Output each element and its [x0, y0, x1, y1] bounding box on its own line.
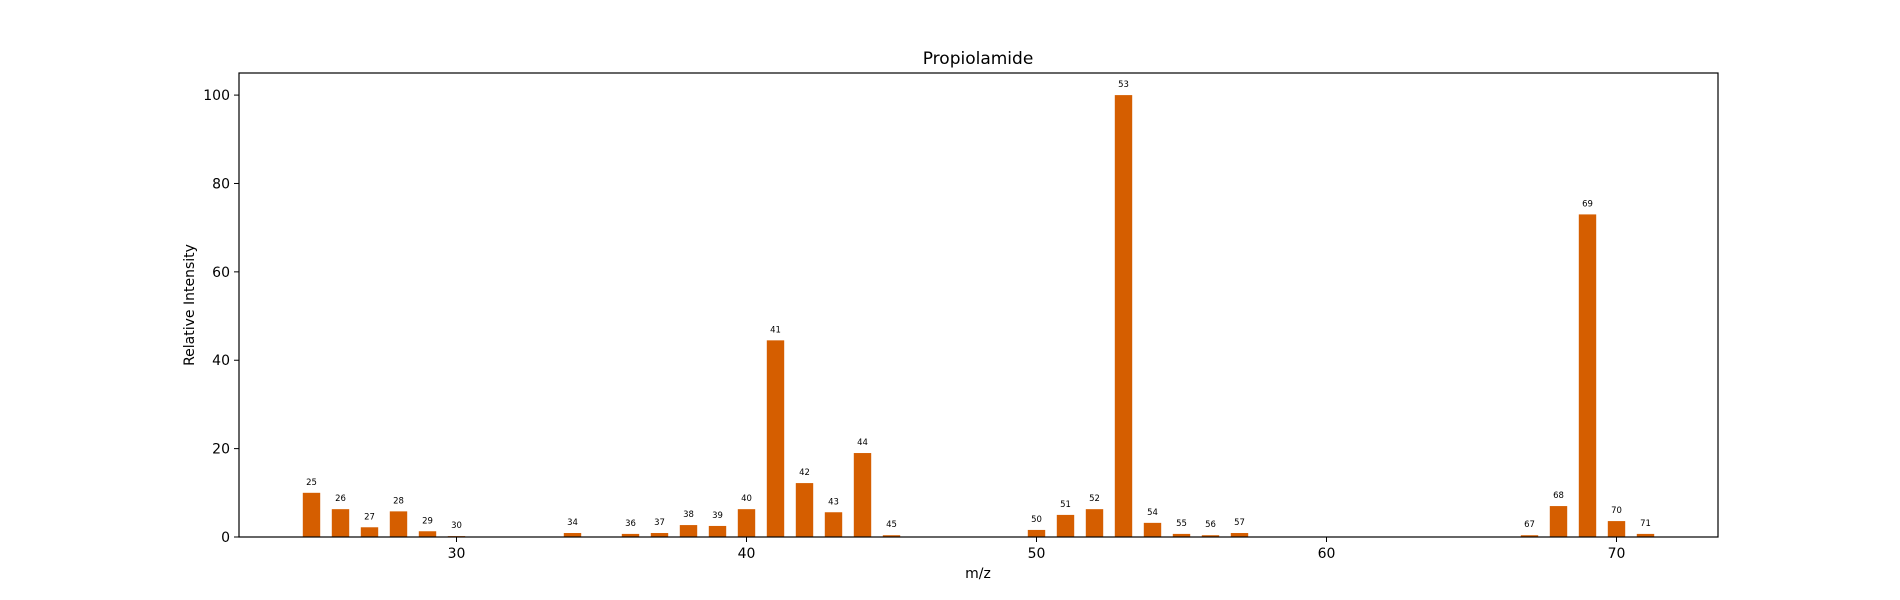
bar-mz-55 [1172, 533, 1191, 537]
bar-label-mz-42: 42 [799, 468, 810, 478]
y-axis-title: Relative Intensity [182, 244, 198, 366]
bars-group [302, 95, 1655, 537]
bar-label-mz-52: 52 [1089, 494, 1100, 504]
bar-mz-28 [389, 511, 408, 537]
bar-label-mz-29: 29 [422, 516, 433, 526]
bar-label-mz-57: 57 [1234, 518, 1245, 528]
bar-mz-45 [882, 535, 901, 537]
bar-mz-52 [1085, 509, 1104, 537]
y-tick-label-0: 0 [221, 530, 230, 546]
bar-label-mz-27: 27 [364, 512, 375, 522]
bar-mz-39 [708, 525, 727, 537]
bar-label-mz-28: 28 [393, 496, 404, 506]
y-tick-label-60: 60 [212, 265, 230, 281]
y-tick-label-40: 40 [212, 353, 230, 369]
bar-mz-43 [824, 512, 843, 537]
y-tick-label-100: 100 [203, 88, 230, 104]
bar-label-mz-71: 71 [1640, 519, 1651, 529]
bar-label-mz-39: 39 [712, 511, 723, 521]
bar-label-mz-34: 34 [567, 518, 578, 528]
bar-label-mz-68: 68 [1553, 491, 1564, 501]
bar-mz-41 [766, 340, 785, 537]
x-tick-label-50: 50 [1028, 546, 1046, 562]
bar-mz-25 [302, 492, 321, 537]
x-axis: 30 40 50 60 70 [448, 537, 1626, 562]
bar-mz-40 [737, 509, 756, 537]
bar-label-mz-51: 51 [1060, 500, 1071, 510]
chart-title: Propiolamide [923, 49, 1034, 69]
bar-mz-69 [1578, 214, 1597, 537]
bar-label-mz-37: 37 [654, 518, 665, 528]
bar-label-mz-25: 25 [306, 478, 317, 488]
bar-mz-44 [853, 453, 872, 537]
bar-mz-26 [331, 509, 350, 537]
bar-label-mz-26: 26 [335, 494, 346, 504]
bar-mz-53 [1114, 95, 1133, 537]
bar-mz-54 [1143, 522, 1162, 537]
bar-label-mz-54: 54 [1147, 508, 1158, 518]
bar-mz-29 [418, 531, 437, 537]
bar-label-mz-30: 30 [451, 521, 462, 531]
bar-label-mz-56: 56 [1205, 520, 1216, 530]
bar-mz-70 [1607, 521, 1626, 537]
bar-mz-37 [650, 533, 669, 537]
bar-label-mz-44: 44 [857, 438, 868, 448]
x-tick-label-70: 70 [1608, 546, 1626, 562]
bar-mz-71 [1636, 533, 1655, 537]
bar-label-mz-55: 55 [1176, 519, 1187, 529]
plot-frame [238, 72, 1719, 538]
bar-mz-57 [1230, 533, 1249, 537]
bar-label-mz-45: 45 [886, 520, 897, 530]
bar-mz-56 [1201, 535, 1220, 537]
bar-label-mz-40: 40 [741, 494, 752, 504]
x-tick-label-40: 40 [738, 546, 756, 562]
bar-label-mz-53: 53 [1118, 80, 1129, 90]
bar-label-mz-50: 50 [1031, 515, 1042, 525]
y-tick-label-20: 20 [212, 442, 230, 458]
bar-label-mz-67: 67 [1524, 520, 1535, 530]
y-tick-label-80: 80 [212, 176, 230, 192]
y-axis: 0 20 40 60 80 100 [203, 88, 239, 546]
x-axis-title: m/z [965, 566, 991, 582]
bar-mz-51 [1056, 514, 1075, 537]
bar-mz-67 [1520, 535, 1539, 537]
bar-mz-50 [1027, 529, 1046, 537]
bar-label-mz-69: 69 [1582, 199, 1593, 209]
bar-mz-34 [563, 533, 582, 537]
x-tick-label-60: 60 [1318, 546, 1336, 562]
bar-mz-42 [795, 483, 814, 537]
bar-label-mz-36: 36 [625, 519, 636, 529]
bar-label-mz-70: 70 [1611, 506, 1622, 516]
bar-label-mz-41: 41 [770, 325, 781, 335]
x-tick-label-30: 30 [448, 546, 466, 562]
bar-labels-group: 25 26 27 28 29 30 34 36 37 38 39 40 41 42 43 44 45 50 51 52… [306, 80, 1651, 531]
bar-mz-36 [621, 533, 640, 537]
bar-label-mz-43: 43 [828, 497, 839, 507]
bar-mz-27 [360, 527, 379, 537]
bar-label-mz-38: 38 [683, 510, 694, 520]
bar-mz-68 [1549, 506, 1568, 537]
bar-mz-38 [679, 525, 698, 537]
